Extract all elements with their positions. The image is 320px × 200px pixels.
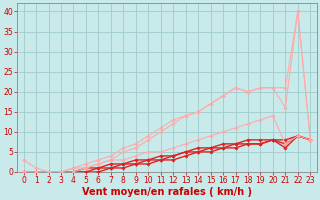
X-axis label: Vent moyen/en rafales ( km/h ): Vent moyen/en rafales ( km/h ) bbox=[82, 187, 252, 197]
